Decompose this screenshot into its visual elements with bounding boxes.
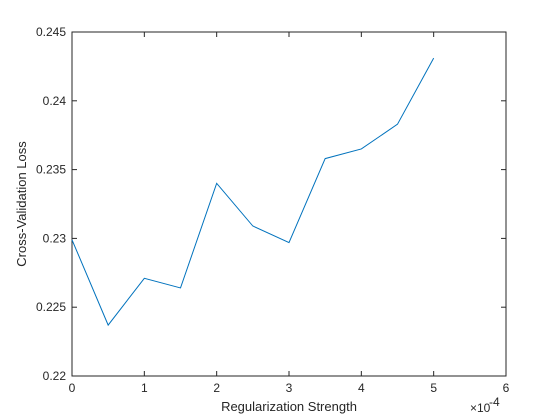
- x-tick-label: 3: [286, 381, 293, 395]
- y-tick-label: 0.235: [36, 163, 66, 177]
- x-tick-label: 4: [358, 381, 365, 395]
- x-exponent: ×10: [470, 401, 491, 415]
- x-tick-label: 5: [430, 381, 437, 395]
- x-tick-label: 1: [141, 381, 148, 395]
- x-tick-label: 2: [213, 381, 220, 395]
- y-tick-label: 0.245: [36, 25, 66, 39]
- y-tick-label: 0.23: [43, 231, 67, 245]
- plot-box: [71, 31, 507, 377]
- data-line: [71, 57, 435, 327]
- y-tick-label: 0.22: [43, 369, 67, 383]
- x-axis-label: Regularization Strength: [221, 399, 357, 414]
- y-tick-label: 0.24: [43, 94, 67, 108]
- x-tick-label: 6: [503, 381, 510, 395]
- x-tick-label: 0: [69, 381, 76, 395]
- x-exponent-power: -4: [489, 395, 500, 409]
- y-tick-label: 0.225: [36, 300, 66, 314]
- y-axis-label: Cross-Validation Loss: [14, 141, 29, 267]
